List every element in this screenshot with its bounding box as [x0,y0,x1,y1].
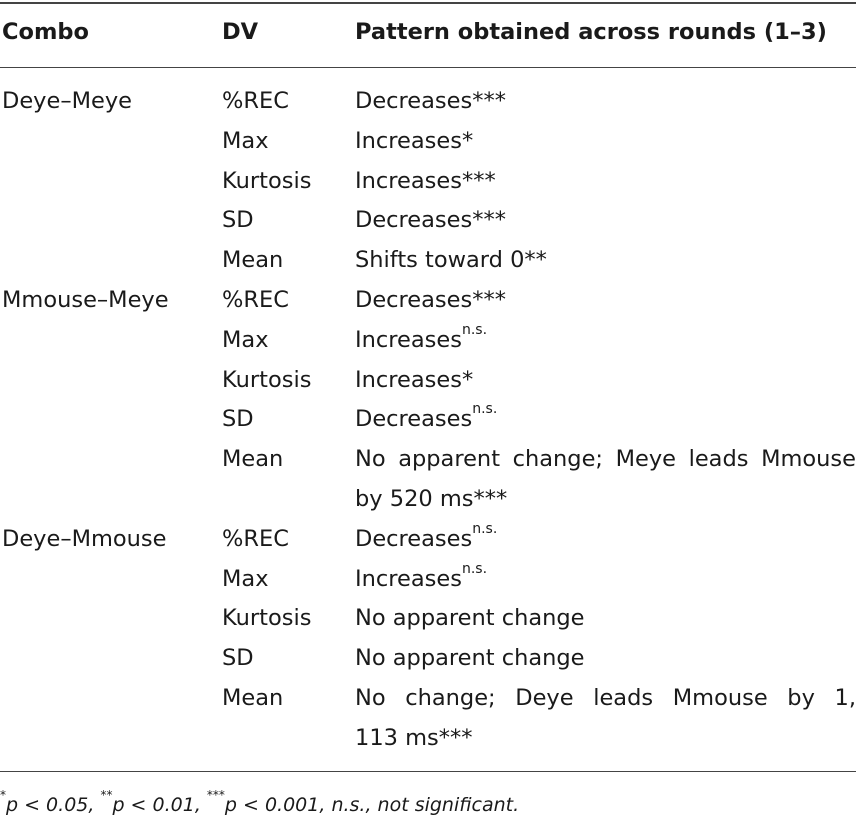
combo-cell: Mmouse–Meye [2,287,169,313]
dv-cell: Max [222,127,269,154]
pattern-text: Increases [355,326,462,353]
pattern-text: Decreases [355,406,473,433]
pattern-cell: Decreases*** [355,285,506,315]
pattern-cell: No change; Deye leads Mmouse by 1, [355,683,856,713]
pattern-cell: No apparent change [355,643,585,673]
significance-marker: *** [461,167,496,194]
combo-cell: Deye–Mmouse [2,525,167,552]
header-pattern: Pattern obtained across rounds (1–3) [355,19,827,45]
dv-cell: %REC [222,287,289,313]
table-bottom-rule [0,771,856,772]
dv-cell: SD [222,207,254,234]
pattern-cell: No apparent change; Meye leads Mmouse [355,444,856,474]
dv-cell: Max [222,565,269,592]
pattern-text: Increases [355,366,462,393]
header-combo: Combo [2,19,89,45]
pattern-cell: Decreasesn.s. [355,520,498,554]
pattern-cell: Decreases*** [355,205,506,235]
dv-cell: Mean [222,446,284,473]
significance-marker: *** [473,486,508,512]
footnote-text-3: p < 0.001, n.s., not significant. [224,794,520,816]
header-dv: DV [222,19,259,45]
pattern-cell: Increasesn.s. [355,321,488,355]
pattern-text: No apparent change [355,605,585,632]
significance-marker: n.s. [461,321,488,338]
pattern-cell: Increases*** [355,166,496,196]
table-header-rule [0,67,856,68]
significance-marker: * [461,127,474,154]
significance-marker: n.s. [472,520,498,537]
footnote: *p < 0.05, **p < 0.01, ***p < 0.001, n.s… [0,788,520,820]
pattern-text: Decreases [355,525,473,552]
pattern-cell: Decreases*** [355,86,506,116]
pattern-text: Decreases [355,207,473,234]
dv-cell: Max [222,326,269,353]
footnote-marker-2: ** [100,788,113,802]
pattern-cell: Shifts toward 0** [355,245,547,275]
pattern-text: No change; Deye leads Mmouse by 1, [355,685,856,711]
pattern-cell: No apparent change [355,603,585,633]
significance-marker: *** [438,724,473,751]
footnote-text-2: p < 0.01, [112,794,207,816]
table-top-rule [0,2,856,4]
pattern-cell: Increases* [355,126,473,156]
significance-marker: n.s. [461,560,488,577]
dv-cell: Kurtosis [222,366,312,393]
pattern-text: Shifts toward 0 [355,247,525,274]
dv-cell: SD [222,645,254,672]
pattern-text: Decreases [355,88,473,114]
combo-cell: Deye–Meye [2,88,132,114]
footnote-text-1: p < 0.05, [6,794,101,816]
significance-marker: ** [524,247,547,274]
significance-marker: *** [472,207,506,234]
dv-cell: %REC [222,525,289,552]
pattern-text: Increases [355,127,462,154]
pattern-text: 113 ms [355,724,439,751]
footnote-marker-3: *** [206,788,225,802]
dv-cell: Mean [222,685,284,711]
dv-cell: Mean [222,247,284,274]
pattern-text: No apparent change [355,645,585,672]
dv-cell: %REC [222,88,289,114]
dv-cell: Kurtosis [222,605,312,632]
pattern-cell: 113 ms*** [355,723,473,753]
pattern-text: by 520 ms [355,486,474,512]
pattern-cell: Increases* [355,365,473,395]
dv-cell: Kurtosis [222,167,312,194]
pattern-cell: by 520 ms*** [355,484,507,514]
significance-marker: *** [472,88,506,114]
pattern-text: No apparent change; Meye leads Mmouse [355,446,856,473]
pattern-text: Increases [355,167,462,194]
dv-cell: SD [222,406,254,433]
pattern-cell: Increasesn.s. [355,560,488,594]
pattern-cell: Decreasesn.s. [355,401,498,434]
significance-marker: n.s. [472,401,498,418]
footnote-marker-1: * [0,788,6,802]
significance-marker: * [461,366,474,393]
pattern-text: Increases [355,565,462,592]
pattern-text: Decreases [355,287,473,313]
significance-marker: *** [472,287,506,313]
